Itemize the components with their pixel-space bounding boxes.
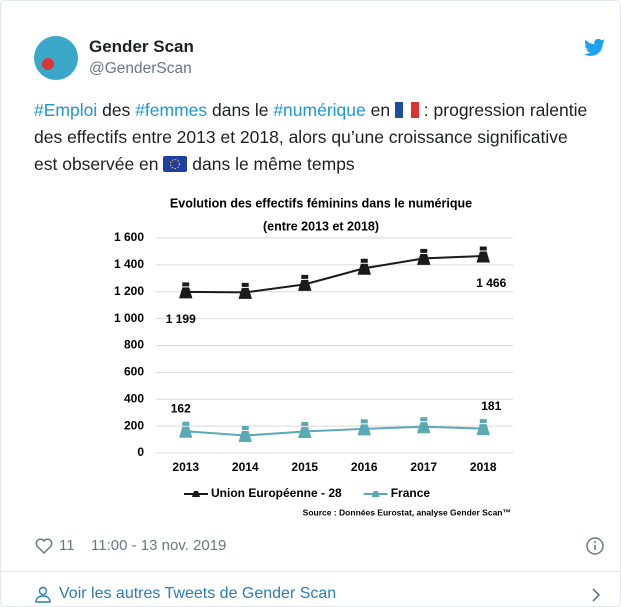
- point: [299, 423, 311, 438]
- y-tick-label: 600: [124, 365, 144, 379]
- text: en: [366, 100, 395, 120]
- y-tick-label: 1 600: [114, 230, 144, 244]
- hashtag[interactable]: #Emploi: [34, 100, 97, 120]
- point: [418, 418, 430, 433]
- data-label: 181: [481, 399, 501, 413]
- data-label: 1 199: [166, 312, 196, 326]
- person-icon: [34, 585, 52, 603]
- hashtag[interactable]: #numérique: [273, 100, 365, 120]
- like-count[interactable]: 11: [59, 537, 75, 554]
- hashtag[interactable]: #femmes: [135, 100, 207, 120]
- y-tick-label: 1 400: [114, 257, 144, 271]
- y-tick-label: 1 000: [114, 311, 144, 325]
- y-tick-label: 0: [137, 445, 144, 459]
- point: [358, 259, 370, 274]
- source-note: Source : Données Eurostat, analyse Gende…: [303, 507, 511, 517]
- text: dans le: [207, 100, 273, 120]
- chart-subtitle: (entre 2013 et 2018): [263, 219, 379, 233]
- x-tick-label: 2017: [410, 460, 437, 474]
- point: [180, 283, 192, 298]
- point: [239, 283, 251, 298]
- legend-label: France: [391, 486, 431, 500]
- y-tick-label: 200: [124, 418, 144, 432]
- point: [299, 275, 311, 290]
- author-name[interactable]: Gender Scan: [89, 37, 194, 57]
- y-tick-label: 1 200: [114, 284, 144, 298]
- chart-title: Evolution des effectifs féminins dans le…: [170, 196, 472, 210]
- avatar[interactable]: [34, 36, 78, 80]
- series-line: [186, 427, 484, 436]
- data-label: 162: [171, 401, 191, 415]
- y-tick-label: 800: [124, 338, 144, 352]
- flag-france: [395, 102, 419, 118]
- text: dans le même temps: [187, 154, 354, 174]
- point: [239, 427, 251, 442]
- text: des: [97, 100, 135, 120]
- point: [358, 420, 370, 435]
- y-tick-label: 400: [124, 391, 144, 405]
- more-tweets-link[interactable]: Voir les autres Tweets de Gender Scan: [59, 585, 336, 603]
- point: [477, 247, 489, 262]
- x-tick-label: 2015: [291, 460, 318, 474]
- x-tick-label: 2016: [351, 460, 378, 474]
- tweet-text: #Emploi des #femmes dans le #numérique e…: [34, 97, 594, 178]
- timestamp[interactable]: 11:00 - 13 nov. 2019: [91, 537, 226, 554]
- point: [418, 249, 430, 264]
- chart: Evolution des effectifs féminins dans le…: [1, 181, 620, 526]
- x-tick-label: 2018: [470, 460, 497, 474]
- chevron[interactable]: [589, 586, 603, 604]
- author-handle[interactable]: @GenderScan: [89, 60, 192, 78]
- legend-marker: [192, 491, 200, 497]
- legend-marker: [372, 491, 380, 497]
- x-tick-label: 2014: [232, 460, 259, 474]
- tweet-card: Gender Scan @GenderScan #Emploi des #fem…: [0, 0, 621, 607]
- point: [180, 422, 192, 437]
- point: [477, 420, 489, 435]
- twitter-logo[interactable]: [584, 39, 606, 57]
- legend-label: Union Européenne - 28: [211, 486, 342, 500]
- info-icon[interactable]: [585, 536, 605, 556]
- like-icon[interactable]: [34, 536, 54, 556]
- data-label: 1 466: [476, 276, 506, 290]
- x-tick-label: 2013: [172, 460, 199, 474]
- divider: [1, 571, 620, 572]
- series-line: [186, 256, 484, 292]
- flag-eu: [163, 156, 187, 172]
